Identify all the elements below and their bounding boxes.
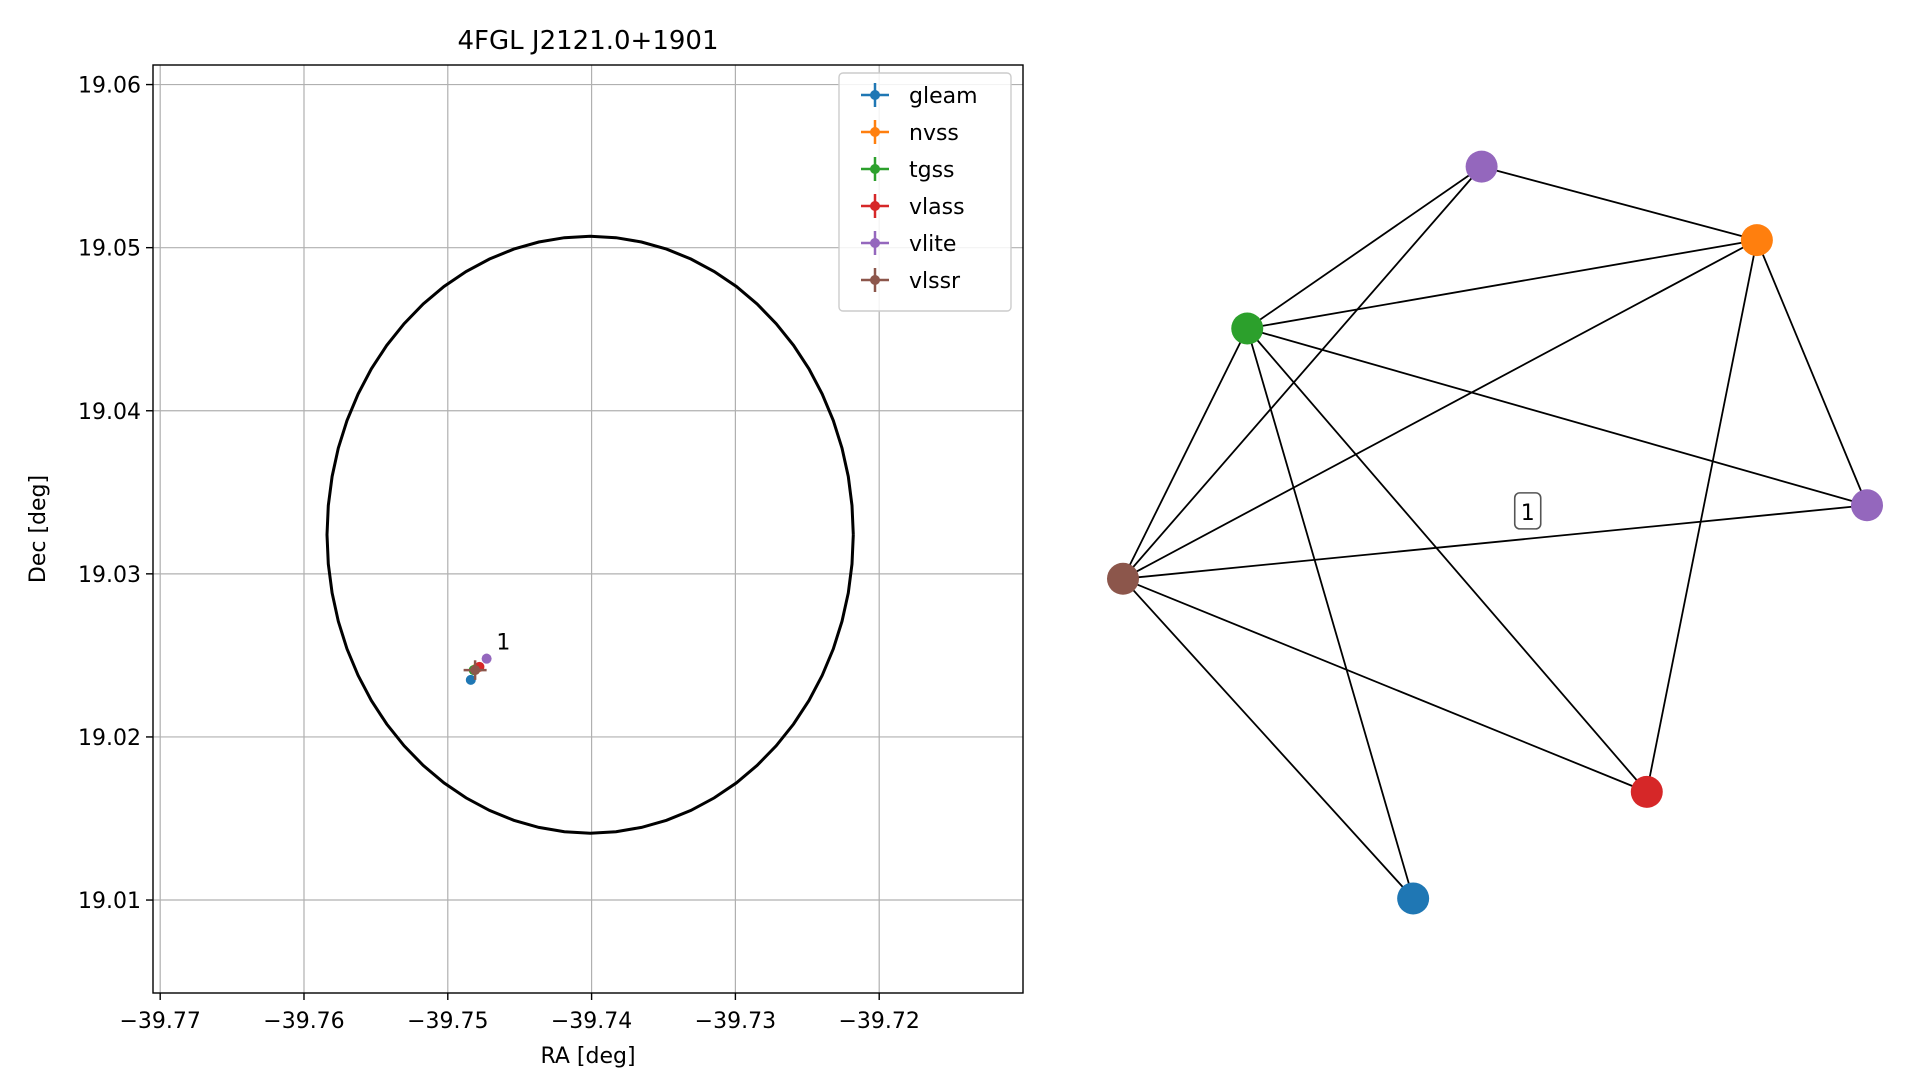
- legend-entry-gleam: gleam: [861, 83, 978, 109]
- point-gleam: [465, 674, 476, 685]
- legend-label: vlite: [909, 232, 956, 257]
- x-tick-label: −39.74: [551, 1009, 632, 1034]
- legend: gleam nvss tgss vlass vlite vlssr: [838, 72, 1012, 312]
- node-gleam: [1397, 882, 1430, 915]
- y-tick-label: 19.02: [78, 726, 141, 751]
- edge-tgss-vlite2: [1247, 327, 1868, 507]
- legend-label: vlssr: [909, 269, 961, 294]
- edge-nvss-vlite2: [1756, 239, 1868, 506]
- legend-label: tgss: [909, 158, 955, 183]
- y-tick-label: 19.06: [78, 74, 141, 99]
- x-tick-label: −39.75: [407, 1009, 488, 1034]
- point-vlite: [481, 653, 492, 664]
- point-marker: [470, 665, 481, 676]
- y-tick-label: 19.03: [78, 563, 141, 588]
- legend-entry-nvss: nvss: [861, 120, 959, 146]
- legend-marker: [870, 238, 880, 248]
- node-vlssr: [1107, 562, 1139, 595]
- edge-tgss-vlass: [1246, 327, 1648, 793]
- edge-tgss-gleam: [1246, 328, 1415, 899]
- sky-plot: −39.77 −39.76 −39.75 −39.74 −39.73 −39.72 19.0…: [26, 26, 1024, 1069]
- legend-entry-vlite: vlite: [861, 231, 956, 257]
- point-annotation: 1: [496, 630, 510, 655]
- node-tgss: [1231, 312, 1264, 345]
- legend-entry-vlssr: vlssr: [861, 268, 961, 294]
- edge-tgss-vlssr: [1122, 328, 1249, 580]
- legend-label: nvss: [909, 121, 959, 146]
- ticks: −39.77 −39.76 −39.75 −39.74 −39.73 −39.72 19.0…: [78, 74, 920, 1034]
- legend-marker: [870, 164, 880, 174]
- legend-label: gleam: [909, 84, 978, 109]
- x-tick-label: −39.73: [695, 1009, 776, 1034]
- edge-tgss-vlite1: [1246, 165, 1483, 330]
- legend-marker: [870, 90, 880, 100]
- graph-edges: [1122, 165, 1868, 900]
- edge-vlite1-nvss: [1481, 165, 1758, 241]
- network-graph: 1: [1107, 150, 1883, 915]
- source-points: [463, 653, 492, 685]
- legend-entry-tgss: tgss: [861, 157, 955, 183]
- region-circle: [325, 234, 855, 835]
- y-axis-label: Dec [deg]: [26, 475, 51, 583]
- point-marker: [481, 653, 492, 664]
- legend-marker: [870, 127, 880, 137]
- point-marker: [465, 674, 476, 685]
- edge-vlite1-vlssr: [1122, 166, 1483, 580]
- node-vlite1: [1465, 150, 1498, 183]
- x-tick-label: −39.77: [119, 1009, 200, 1034]
- edge-vlssr-vlass: [1122, 577, 1648, 793]
- edge-vlssr-gleam: [1122, 578, 1414, 900]
- chart-title: 4FGL J2121.0+1901: [458, 26, 719, 56]
- y-tick-label: 19.01: [78, 889, 141, 914]
- cluster-label-text: 1: [1521, 501, 1535, 526]
- node-vlass: [1630, 775, 1663, 808]
- legend-marker: [870, 201, 880, 211]
- edge-vlssr-vlite2: [1122, 504, 1868, 580]
- x-tick-label: −39.76: [263, 1009, 344, 1034]
- y-tick-label: 19.05: [78, 237, 141, 262]
- x-tick-label: −39.72: [838, 1009, 919, 1034]
- node-vlite2: [1851, 489, 1883, 522]
- legend-entry-vlass: vlass: [861, 194, 965, 220]
- legend-marker: [870, 275, 880, 285]
- x-axis-label: RA [deg]: [540, 1044, 635, 1069]
- edge-nvss-vlass: [1645, 239, 1758, 793]
- graph-nodes: [1107, 150, 1883, 915]
- region-circle-outline: [325, 234, 855, 835]
- edge-nvss-vlssr: [1122, 239, 1758, 580]
- cluster-label-box: [1513, 492, 1542, 530]
- annotations: 1: [496, 630, 510, 655]
- legend-label: vlass: [909, 195, 965, 220]
- axes-frame: [152, 64, 1024, 994]
- node-nvss: [1740, 224, 1773, 257]
- y-tick-label: 19.04: [78, 400, 141, 425]
- edge-tgss-nvss: [1247, 239, 1758, 330]
- point-vlssr: [463, 660, 487, 680]
- cluster-label: 1: [1513, 492, 1542, 530]
